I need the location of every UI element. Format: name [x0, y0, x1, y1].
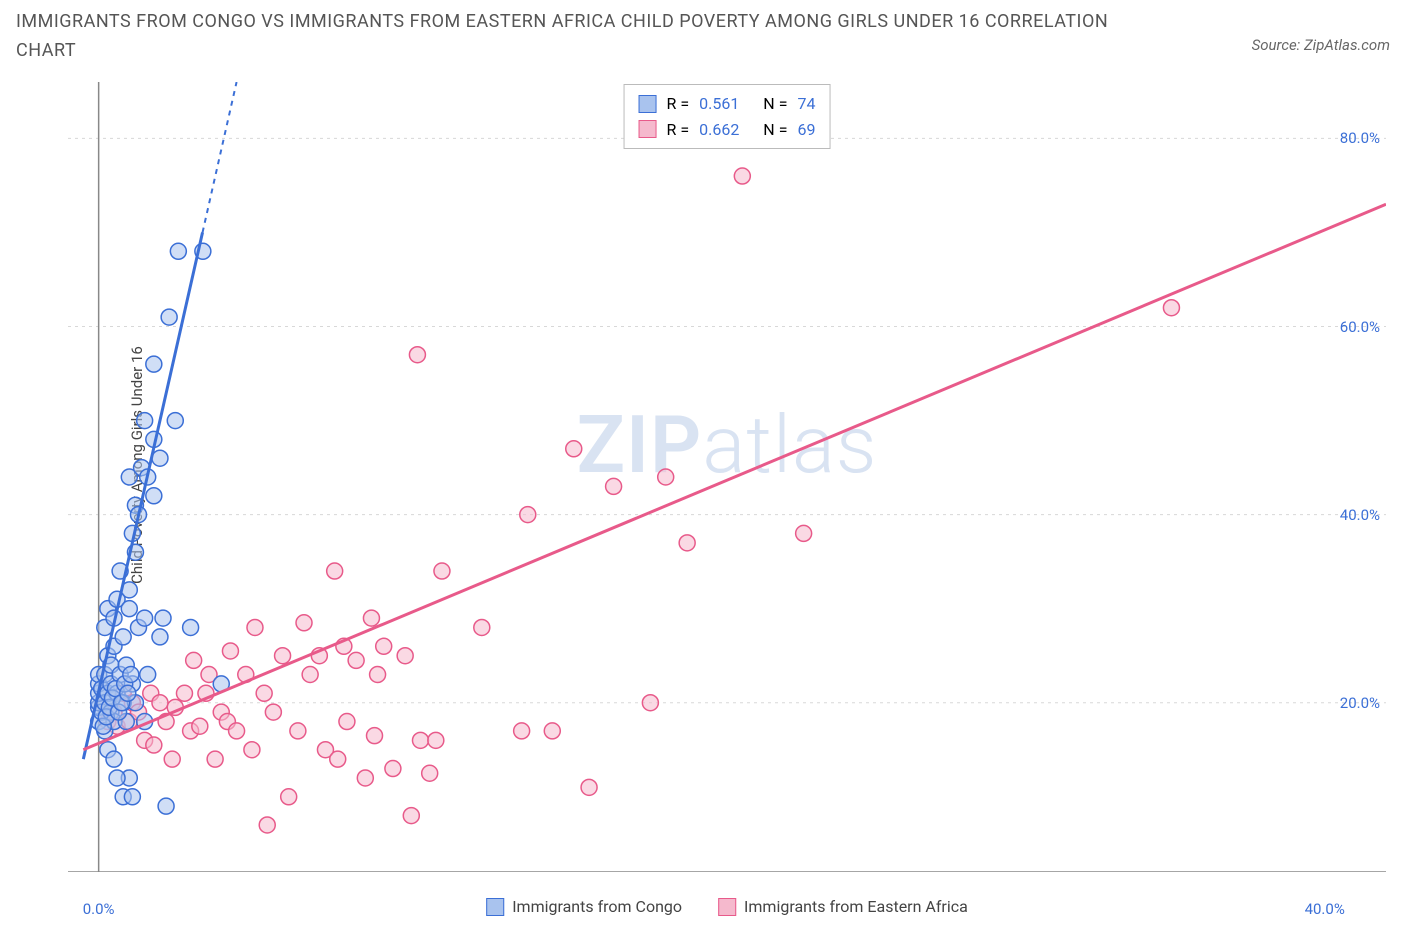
- swatch-pink-icon: [639, 120, 657, 138]
- n-label: N =: [763, 91, 787, 117]
- r-value-blue: 0.561: [699, 91, 739, 117]
- correlation-stats-box: R = 0.561 N = 74 R = 0.662 N = 69: [624, 84, 831, 149]
- swatch-blue-icon: [639, 95, 657, 113]
- chart-area: ZIPatlas R = 0.561 N = 74 R = 0.662 N = …: [68, 82, 1386, 872]
- legend-swatch-blue-icon: [486, 898, 504, 916]
- y-tick-label: 80.0%: [1340, 129, 1380, 147]
- r-label: R =: [667, 91, 690, 117]
- n-value-blue: 74: [797, 91, 815, 117]
- x-tick-label: 40.0%: [1305, 900, 1345, 918]
- r-label: R =: [667, 117, 690, 143]
- stats-row-pink: R = 0.662 N = 69: [639, 117, 816, 143]
- y-tick-label: 60.0%: [1340, 318, 1380, 336]
- y-tick-label: 20.0%: [1340, 694, 1380, 712]
- legend-label-blue: Immigrants from Congo: [512, 897, 682, 916]
- legend-swatch-pink-icon: [718, 898, 736, 916]
- x-tick-label: 0.0%: [83, 900, 115, 918]
- chart-title: IMMIGRANTS FROM CONGO VS IMMIGRANTS FROM…: [16, 8, 1166, 66]
- n-label: N =: [763, 117, 787, 143]
- x-legend: Immigrants from Congo Immigrants from Ea…: [486, 897, 968, 916]
- source-citation: Source: ZipAtlas.com: [1252, 36, 1390, 54]
- legend-label-pink: Immigrants from Eastern Africa: [744, 897, 968, 916]
- scatter-plot: [68, 82, 1386, 872]
- stats-row-blue: R = 0.561 N = 74: [639, 91, 816, 117]
- legend-item-blue: Immigrants from Congo: [486, 897, 682, 916]
- n-value-pink: 69: [797, 117, 815, 143]
- legend-item-pink: Immigrants from Eastern Africa: [718, 897, 968, 916]
- y-tick-label: 40.0%: [1340, 506, 1380, 524]
- r-value-pink: 0.662: [699, 117, 739, 143]
